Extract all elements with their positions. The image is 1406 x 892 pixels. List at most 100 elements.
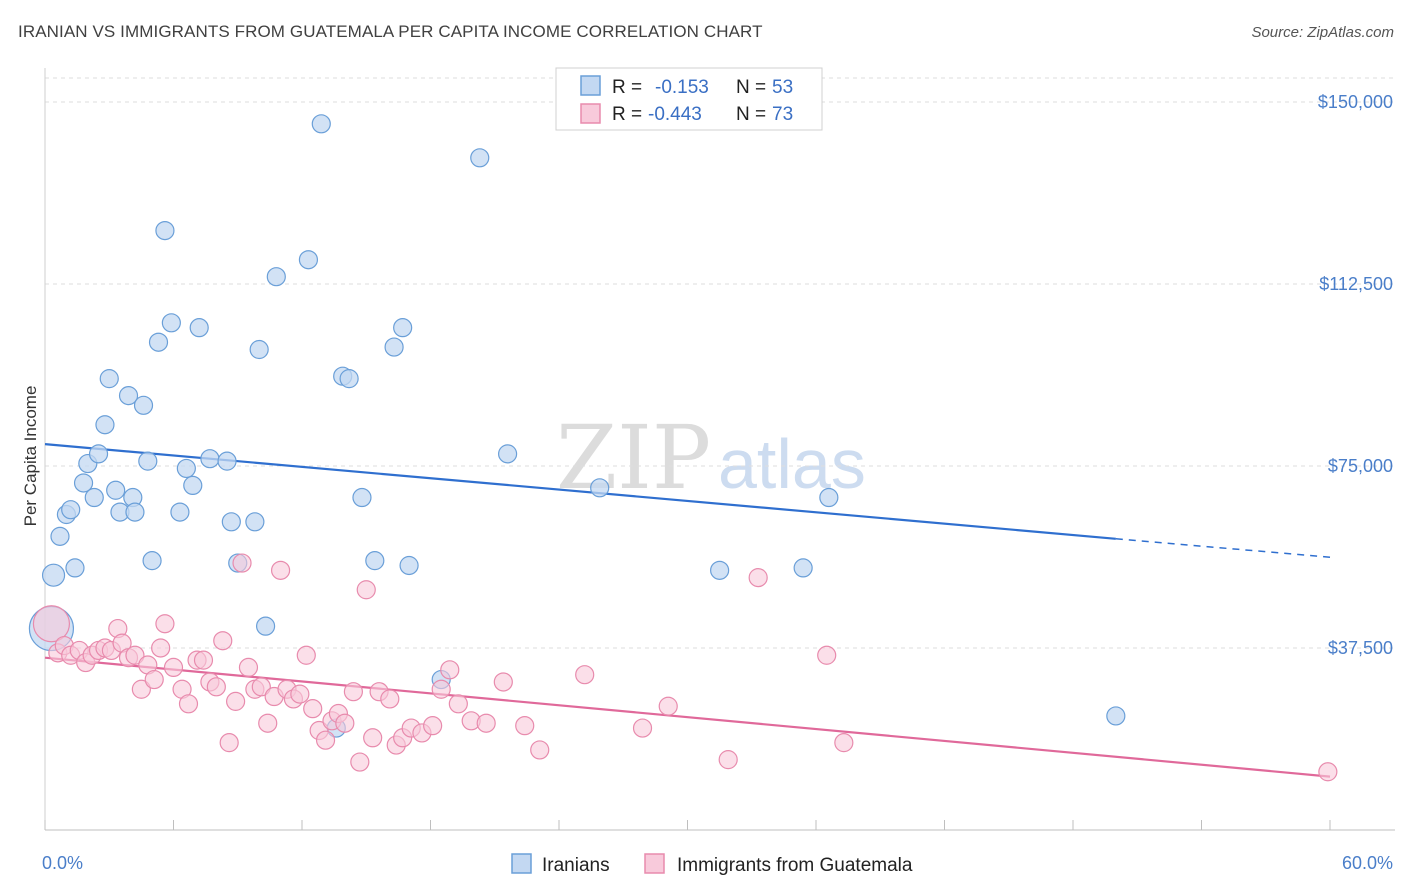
point-guatemala-47 <box>350 752 370 772</box>
point-iranians-34 <box>266 267 286 287</box>
point-guatemala-27 <box>219 733 239 753</box>
point-guatemala-17 <box>151 638 171 658</box>
point-iranians-25 <box>183 475 203 496</box>
point-iranians-39 <box>339 369 359 389</box>
point-iranians-5 <box>65 558 85 578</box>
point-iranians-9 <box>88 444 109 464</box>
point-iranians-46 <box>470 148 490 168</box>
point-guatemala-69 <box>748 568 768 588</box>
point-guatemala-26 <box>213 631 233 651</box>
point-guatemala-63 <box>515 716 535 736</box>
point-iranians-4 <box>61 500 81 520</box>
point-guatemala-56 <box>423 716 443 736</box>
point-guatemala-33 <box>258 713 278 733</box>
point-iranians-28 <box>217 451 237 471</box>
point-iranians-29 <box>221 512 241 532</box>
point-guatemala-70 <box>817 645 837 665</box>
point-guatemala-67 <box>658 696 678 716</box>
point-iranians-1 <box>41 563 66 587</box>
point-iranians-27 <box>200 449 220 469</box>
y-tick-label-1: $75,000 <box>1328 456 1393 476</box>
point-guatemala-25 <box>206 677 226 697</box>
point-iranians-23 <box>170 502 190 522</box>
point-iranians-49 <box>710 560 730 580</box>
point-iranians-52 <box>1106 706 1126 726</box>
point-guatemala-18 <box>155 614 175 634</box>
point-iranians-36 <box>311 114 331 134</box>
legend-r-value-1: -0.153 <box>655 77 709 98</box>
point-guatemala-21 <box>178 694 199 714</box>
watermark-atlas: atlas <box>718 425 866 503</box>
point-iranians-33 <box>255 616 276 636</box>
legend-n-value-1: 53 <box>772 77 793 98</box>
point-guatemala-49 <box>363 728 383 748</box>
point-guatemala-66 <box>632 718 653 738</box>
point-guatemala-57 <box>431 679 451 699</box>
x-tick-label-0: 0.0% <box>42 853 83 873</box>
chart-title: IRANIAN VS IMMIGRANTS FROM GUATEMALA PER… <box>18 22 763 41</box>
point-guatemala-61 <box>476 713 496 733</box>
series-label-guatemala: Immigrants from Guatemala <box>677 855 913 876</box>
data-points <box>28 114 1338 782</box>
point-iranians-35 <box>298 250 319 270</box>
point-guatemala-59 <box>448 694 468 714</box>
point-iranians-10 <box>95 415 115 435</box>
legend-swatch-iranians <box>580 75 601 96</box>
y-axis-label: Per Capita Income <box>21 386 40 527</box>
point-iranians-21 <box>155 220 175 241</box>
point-guatemala-62 <box>493 672 513 692</box>
y-tick-label-2: $112,500 <box>1319 274 1393 294</box>
point-iranians-44 <box>399 555 419 576</box>
y-tick-label-3: $150,000 <box>1318 92 1393 112</box>
point-iranians-19 <box>142 551 162 571</box>
point-iranians-14 <box>118 386 139 406</box>
point-guatemala-46 <box>343 682 363 702</box>
point-iranians-50 <box>793 558 813 578</box>
correlation-legend: R = -0.153 N = 53 R = -0.443 N = 73 <box>555 67 823 131</box>
point-iranians-51 <box>819 487 839 508</box>
point-iranians-2 <box>50 526 70 546</box>
point-guatemala-0 <box>32 605 71 643</box>
x-tick-label-1: 60.0% <box>1342 853 1393 873</box>
y-tick-labels: $37,500 $75,000 $112,500 $150,000 <box>1318 92 1393 658</box>
point-guatemala-23 <box>193 650 214 670</box>
series-legend: Iranians Immigrants from Guatemala <box>511 853 913 876</box>
point-iranians-16 <box>125 502 145 522</box>
point-iranians-8 <box>84 487 104 508</box>
series-label-iranians: Iranians <box>542 855 610 876</box>
watermark-zip: ZIP <box>556 406 711 509</box>
point-iranians-24 <box>176 458 196 479</box>
point-guatemala-42 <box>315 730 336 750</box>
point-iranians-47 <box>498 444 518 464</box>
point-guatemala-45 <box>335 713 355 733</box>
point-guatemala-38 <box>290 684 310 704</box>
point-guatemala-48 <box>356 580 376 600</box>
point-guatemala-16 <box>144 669 164 690</box>
point-guatemala-19 <box>163 657 184 678</box>
point-iranians-42 <box>384 337 404 357</box>
point-guatemala-29 <box>232 553 252 573</box>
legend-swatch-guatemala <box>580 103 601 124</box>
point-iranians-6 <box>73 473 94 493</box>
point-guatemala-65 <box>575 665 595 685</box>
point-guatemala-14 <box>131 679 151 699</box>
legend-n-label-1: N = <box>736 77 766 98</box>
point-guatemala-72 <box>1318 762 1338 782</box>
legend-r-label-2: R = <box>612 104 642 125</box>
point-iranians-48 <box>590 478 610 498</box>
legend-r-label-1: R = <box>612 77 642 98</box>
point-iranians-18 <box>138 451 158 471</box>
point-guatemala-30 <box>238 657 259 678</box>
point-guatemala-39 <box>296 645 316 665</box>
point-guatemala-68 <box>718 750 738 770</box>
legend-r-value-2: -0.443 <box>648 104 702 125</box>
point-guatemala-13 <box>125 645 145 665</box>
point-guatemala-58 <box>440 660 460 680</box>
point-iranians-11 <box>99 369 119 389</box>
point-iranians-32 <box>249 339 269 360</box>
point-iranians-20 <box>148 332 169 352</box>
point-iranians-22 <box>161 313 181 333</box>
axes <box>44 68 1395 831</box>
trend-line-iranians-extension <box>1115 538 1331 558</box>
